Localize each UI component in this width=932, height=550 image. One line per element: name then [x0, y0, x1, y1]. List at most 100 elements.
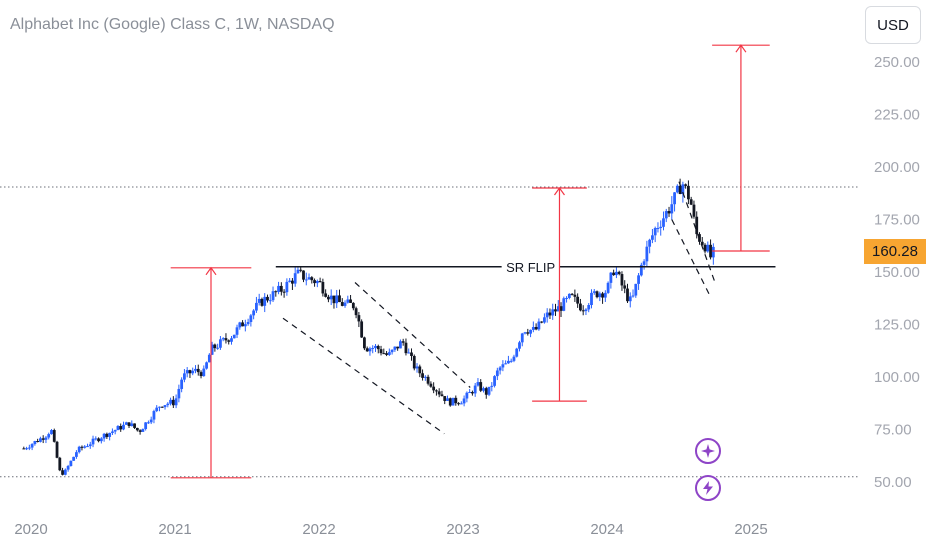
- candle-body: [426, 376, 430, 384]
- candle-body: [637, 275, 640, 284]
- candle-body: [623, 285, 627, 289]
- candle-body: [171, 399, 175, 406]
- candle-body: [493, 376, 496, 386]
- candle-body: [266, 296, 269, 301]
- candle-body: [365, 348, 369, 352]
- candle-body: [108, 432, 112, 437]
- candle-body: [507, 360, 510, 364]
- candle-body: [232, 334, 236, 339]
- candle-body: [291, 280, 294, 284]
- candle-body: [354, 308, 358, 316]
- candle-body: [318, 281, 322, 283]
- channel-upper-line: [354, 282, 471, 388]
- candle-body: [620, 274, 624, 286]
- x-tick-label: 2020: [14, 521, 47, 538]
- candle-body: [387, 352, 391, 355]
- y-tick-label: 175.00: [874, 212, 920, 229]
- candle-body: [216, 347, 220, 349]
- candle-body: [609, 272, 613, 283]
- candle-body: [515, 348, 519, 357]
- candle-body: [39, 438, 42, 442]
- candle-body: [44, 437, 48, 440]
- candle-body: [86, 446, 89, 448]
- candle-body: [122, 424, 125, 430]
- candle-body: [711, 246, 715, 258]
- candle-body: [221, 338, 225, 340]
- lightning-icon[interactable]: [695, 475, 721, 501]
- candle-body: [205, 362, 208, 369]
- candle-body: [399, 341, 402, 349]
- candle-body: [360, 321, 364, 338]
- x-tick-label: 2025: [734, 521, 767, 538]
- candle-body: [196, 368, 200, 373]
- sparkle-icon[interactable]: [695, 438, 721, 464]
- candle-body: [548, 312, 552, 316]
- candle-body: [30, 444, 34, 448]
- candle-body: [628, 296, 632, 302]
- candle-body: [357, 315, 361, 322]
- candle-body: [315, 281, 319, 284]
- candle-body: [653, 228, 657, 236]
- candle-body: [651, 235, 654, 240]
- candle-body: [113, 430, 117, 432]
- sr-flip-label: SR FLIP: [506, 260, 555, 275]
- candle-body: [124, 422, 128, 425]
- candle-body: [279, 285, 283, 292]
- candle-body: [36, 441, 40, 443]
- currency-button[interactable]: USD: [865, 6, 921, 44]
- candle-body: [130, 423, 134, 427]
- candle-body: [188, 370, 192, 374]
- time-axis: 2020 2021 2022 2023 2024 2025: [14, 521, 767, 538]
- candle-body: [459, 403, 463, 405]
- candle-body: [58, 457, 62, 471]
- candle-body: [648, 239, 652, 247]
- candle-body: [346, 299, 350, 303]
- candle-body: [177, 388, 181, 399]
- candle-body: [160, 406, 164, 408]
- candle-body: [255, 302, 258, 311]
- candle-body: [310, 277, 314, 281]
- candle-body: [235, 327, 239, 335]
- candle-body: [47, 434, 51, 438]
- candle-body: [437, 391, 441, 395]
- candle-body: [404, 342, 408, 354]
- candle-body: [285, 281, 289, 293]
- candle-body: [570, 293, 574, 295]
- candle-body: [69, 460, 73, 466]
- candle-body: [376, 345, 380, 350]
- candle-body: [213, 344, 217, 349]
- channel-upper-line: [678, 181, 716, 283]
- candle-body: [543, 317, 546, 323]
- candle-body: [584, 309, 588, 312]
- candle-body: [512, 356, 516, 361]
- candle-body: [246, 321, 250, 325]
- candle-body: [116, 426, 120, 431]
- candle-body: [393, 346, 397, 350]
- candle-body: [432, 386, 436, 391]
- candle-body: [340, 302, 344, 306]
- sr-flip-label-bg: [501, 257, 560, 276]
- candle-body: [567, 293, 571, 298]
- candle-body: [601, 293, 604, 298]
- candle-body: [127, 422, 131, 427]
- candle-body: [138, 430, 142, 432]
- candle-body: [135, 427, 139, 431]
- candle-body: [700, 241, 704, 245]
- candle-body: [529, 329, 532, 334]
- candle-body: [401, 341, 405, 343]
- candle-body: [25, 448, 28, 450]
- candle-body: [695, 216, 699, 235]
- candle-body: [565, 297, 568, 299]
- candle-body: [576, 296, 580, 304]
- candle-body: [518, 342, 521, 349]
- candle-body: [147, 422, 150, 424]
- candle-body: [675, 185, 679, 193]
- y-tick-label: 75.00: [874, 422, 912, 439]
- candle-body: [343, 302, 347, 306]
- candle-body: [556, 306, 560, 312]
- last-price-label: 160.28: [864, 239, 926, 264]
- candle-body: [656, 228, 660, 230]
- candle-body: [374, 345, 377, 348]
- candle-body: [631, 295, 635, 297]
